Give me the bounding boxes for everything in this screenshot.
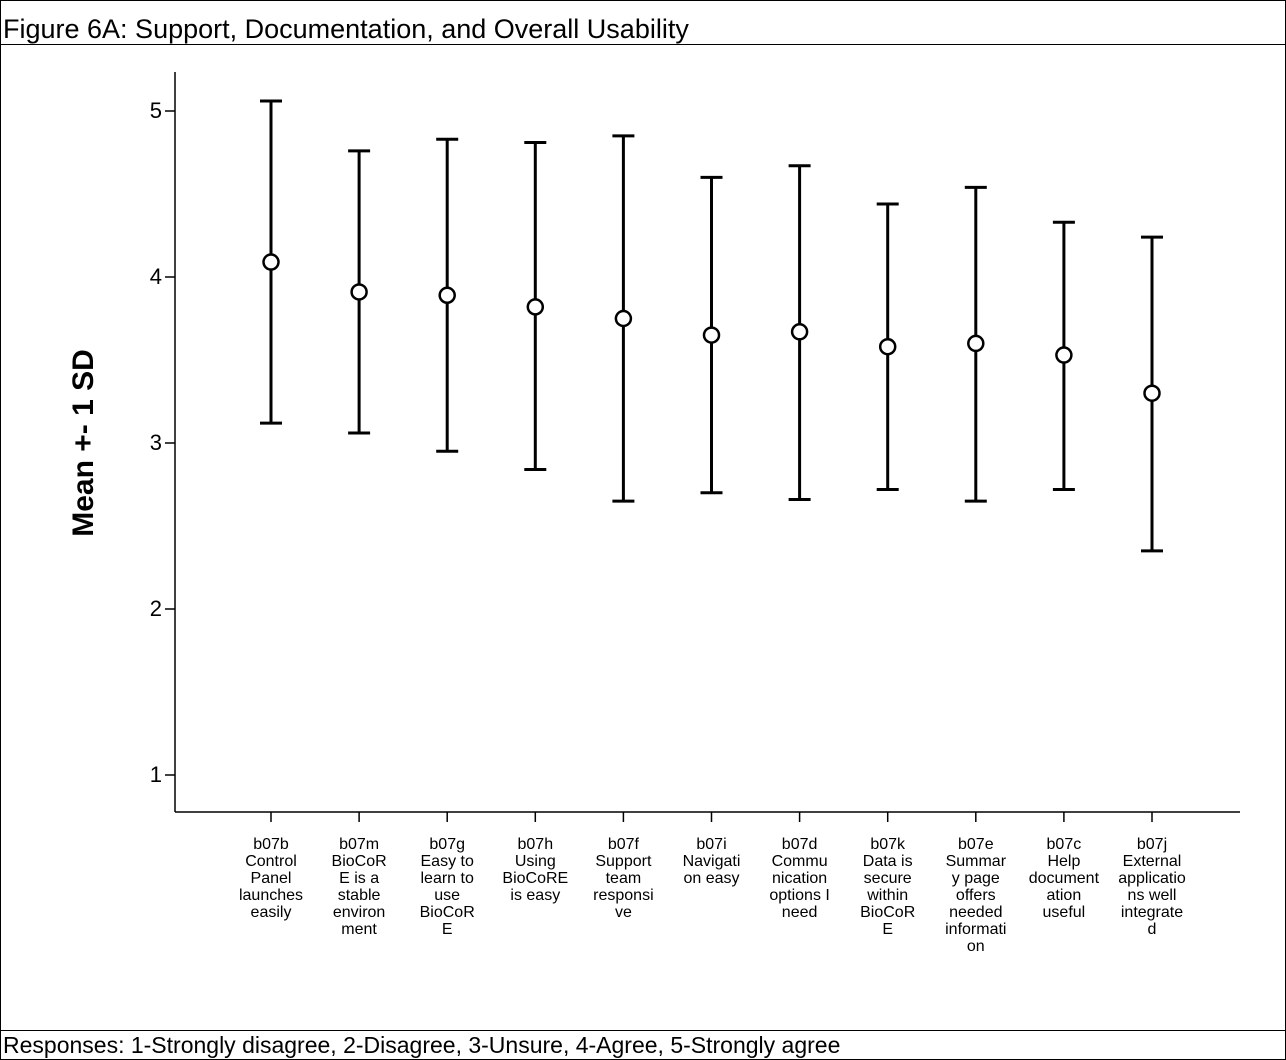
mean-marker	[262, 253, 280, 271]
x-tick-label-line: d	[1147, 921, 1157, 938]
mean-marker	[1055, 346, 1073, 364]
x-tick-label: b07e Summar y page offers needed informati on	[938, 836, 1014, 955]
y-tick-label: 2	[150, 596, 162, 621]
x-tick-label: b07i Navigati on easy	[674, 836, 750, 887]
x-tick-label: b07c Help document ation useful	[1026, 836, 1102, 921]
x-tick-label: b07h Using BioCoRE is easy	[497, 836, 573, 904]
x-tick-label-line: Control	[245, 853, 297, 870]
x-tick-label-line: E	[882, 921, 894, 938]
x-tick-label-line: BioCoR	[419, 904, 475, 921]
x-tick-label-line: responsi	[593, 887, 654, 904]
x-tick-label-line: Support	[595, 853, 652, 870]
x-tick-label-line: learn to	[420, 870, 474, 887]
x-tick-label-line: b07j	[1136, 836, 1168, 853]
footer-divider	[0, 1030, 1286, 1031]
mean-marker	[1143, 384, 1161, 402]
x-tick-label-line: environ	[332, 904, 386, 921]
mean-marker	[614, 309, 633, 328]
x-tick-label-line: b07c	[1046, 836, 1082, 853]
x-tick-label-line: Commu	[771, 853, 828, 870]
x-tick-label-line: Summar	[945, 853, 1007, 870]
x-tick-label-line: easily	[250, 904, 292, 921]
x-tick-label: b07f Support team responsi ve	[585, 836, 661, 921]
y-tick-label: 4	[150, 264, 162, 289]
x-tick-label-line: need	[781, 904, 818, 921]
x-tick-label-line: E	[441, 921, 453, 938]
x-tick-label: b07m BioCoR E is a stable environ ment	[321, 836, 397, 938]
x-tick-label: b07j External applicatio ns well integrate d	[1114, 836, 1190, 938]
x-tick-label-line: launches	[238, 887, 304, 904]
x-tick-label-line: Navigati	[682, 853, 741, 870]
x-tick-label-line: options I	[769, 887, 830, 904]
mean-marker	[878, 337, 897, 356]
mean-marker	[790, 323, 809, 341]
x-tick-label: b07g Easy to learn to use BioCoR E	[409, 836, 485, 938]
x-tick-label-line: b07m	[339, 836, 380, 853]
x-tick-label-line: b07i	[696, 836, 727, 853]
x-tick-label-line: E is a	[339, 870, 380, 887]
x-tick-label-line: b07e	[958, 836, 994, 853]
x-tick-label-line: b07h	[517, 836, 554, 853]
x-tick-label-line: b07f	[607, 836, 639, 853]
x-tick-label-line: y page	[951, 870, 1000, 887]
x-tick-label-line: use	[434, 887, 461, 904]
x-tick-label-line: Panel	[250, 870, 292, 887]
x-tick-label-line: useful	[1042, 904, 1086, 921]
x-tick-label-line: on easy	[683, 870, 740, 887]
mean-marker	[702, 326, 721, 344]
x-tick-label: b07b Control Panel launches easily	[233, 836, 309, 921]
x-tick-label-line: integrate	[1120, 904, 1184, 921]
x-tick-label-line: secure	[863, 870, 912, 887]
x-tick-label-line: Data is	[862, 853, 913, 870]
x-tick-label-line: Using	[514, 853, 556, 870]
x-tick-label-line: External	[1122, 853, 1182, 870]
x-tick-label-line: b07b	[253, 836, 289, 853]
x-tick-label-line: on	[966, 938, 985, 955]
mean-marker	[438, 286, 456, 305]
x-tick-label: b07k Data is secure within BioCoR E	[850, 836, 926, 938]
y-tick-label: 5	[150, 98, 162, 123]
x-tick-label-line: b07g	[429, 836, 465, 853]
mean-marker	[967, 334, 985, 353]
x-tick-label-line: b07k	[870, 836, 906, 853]
x-tick-label-line: BioCoRE	[502, 870, 569, 887]
x-tick-label-line: needed	[949, 904, 1003, 921]
x-tick-label-line: is easy	[510, 887, 561, 904]
x-tick-label-line: ve	[614, 904, 632, 921]
x-tick-label-line: Easy to	[420, 853, 474, 870]
title-divider	[0, 44, 1286, 45]
x-tick-label-line: within	[867, 887, 909, 904]
x-tick-label-line: team	[605, 870, 642, 887]
x-tick-label-line: ation	[1046, 887, 1082, 904]
x-tick-label-line: BioCoR	[331, 853, 387, 870]
x-tick-label-line: ns well	[1127, 887, 1177, 904]
mean-marker	[526, 298, 545, 316]
x-tick-label-line: stable	[337, 887, 381, 904]
x-tick-label-line: b07d	[781, 836, 818, 853]
mean-marker	[350, 283, 368, 301]
x-tick-label-line: document	[1028, 870, 1100, 887]
y-tick-label: 3	[150, 430, 162, 455]
x-tick-label-line: informati	[945, 921, 1007, 938]
x-tick-label-line: ment	[341, 921, 377, 938]
figure-title: Figure 6A: Support, Documentation, and O…	[3, 14, 689, 44]
x-tick-label-line: Help	[1047, 853, 1081, 870]
x-tick-label-line: nication	[772, 870, 828, 887]
y-tick-label: 1	[150, 762, 162, 787]
x-tick-label-line: offers	[955, 887, 996, 904]
response-legend-footer: Responses: 1-Strongly disagree, 2-Disagr…	[3, 1032, 841, 1058]
x-tick-label-line: applicatio	[1118, 870, 1186, 887]
x-tick-label-line: BioCoR	[860, 904, 916, 921]
